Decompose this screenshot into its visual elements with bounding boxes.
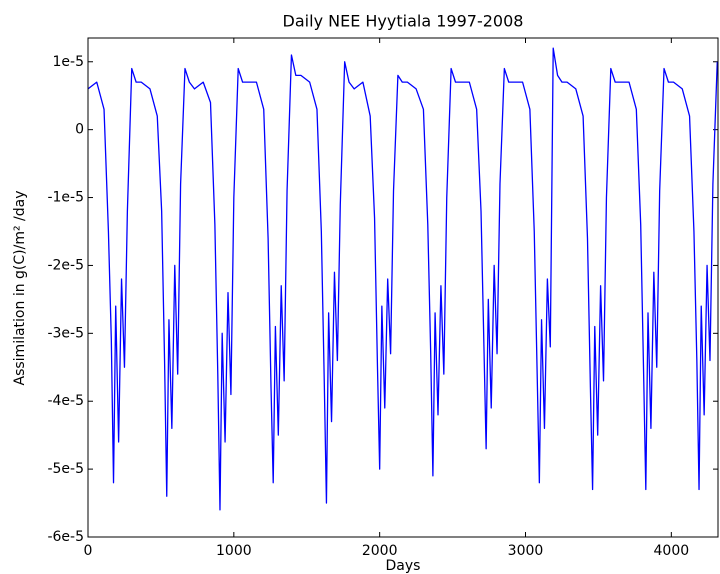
y-tick-label: -1e-5 xyxy=(47,190,84,206)
y-axis-label: Assimilation in g(C)/m² /day xyxy=(12,190,28,385)
y-tick-label: 0 xyxy=(75,122,84,138)
data-line xyxy=(87,47,718,511)
x-tick-label: 4000 xyxy=(654,543,690,559)
y-tick-label: 1e-5 xyxy=(53,54,84,70)
x-tick-label: 2000 xyxy=(362,543,398,559)
y-tick-label: -6e-5 xyxy=(47,529,84,545)
chart-title: Daily NEE Hyytiala 1997-2008 xyxy=(283,12,524,31)
y-tick-label: -4e-5 xyxy=(47,393,84,409)
plot-frame xyxy=(87,37,719,538)
x-tick-label: 1000 xyxy=(216,543,252,559)
y-tick-label: -2e-5 xyxy=(47,257,84,273)
x-axis-label: Days xyxy=(386,558,421,574)
x-tick-label: 3000 xyxy=(508,543,544,559)
y-tick-label: -5e-5 xyxy=(47,461,84,477)
y-tick-label: -3e-5 xyxy=(47,325,84,341)
x-tick-label: 0 xyxy=(84,543,93,559)
